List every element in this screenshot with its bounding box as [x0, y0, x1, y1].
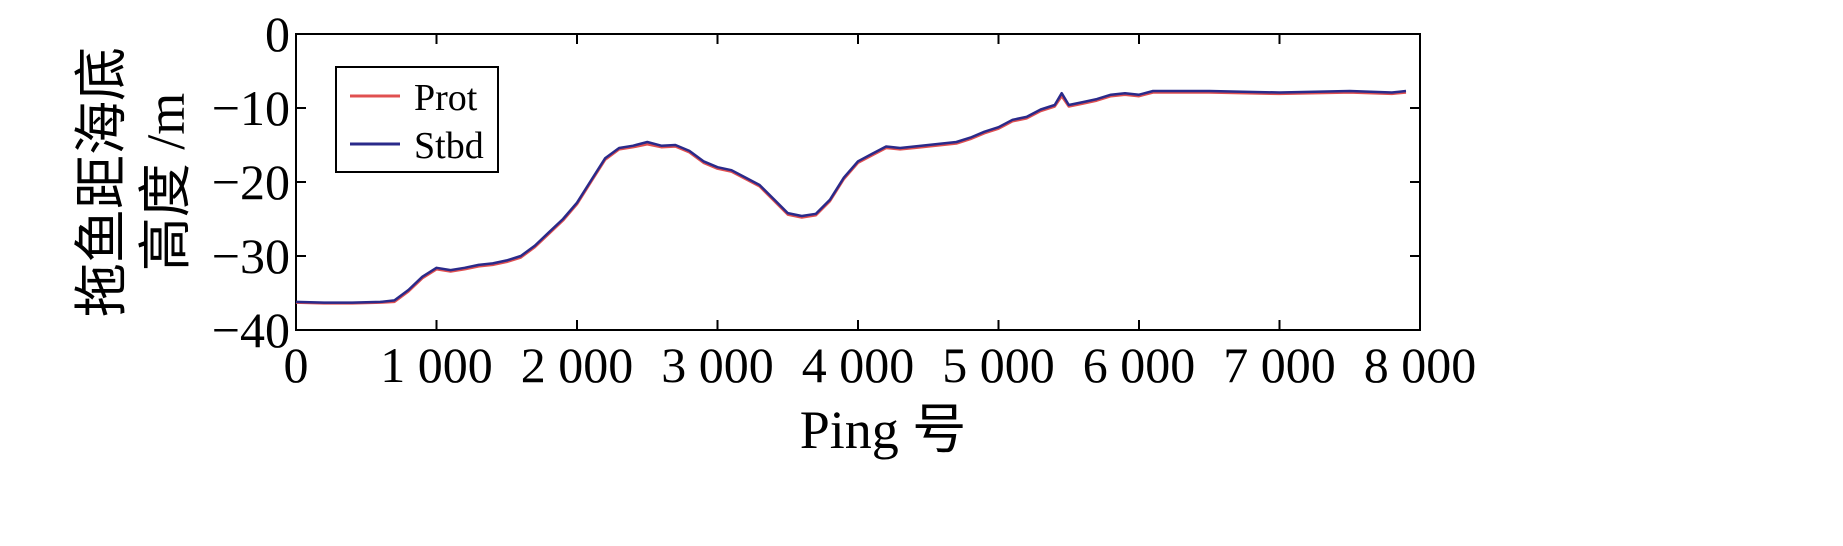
series-layer [295, 89, 1407, 305]
x-tick-label: 2 000 [521, 337, 634, 393]
x-tick-label: 6 000 [1083, 337, 1196, 393]
x-tick-label: 1 000 [380, 337, 493, 393]
x-tick-label: 3 000 [661, 337, 774, 393]
x-tick-label: 0 [284, 337, 309, 393]
y-axis-title-line-2: 高度 /m [136, 93, 196, 272]
series-line-stbd [295, 89, 1407, 304]
x-tick-label: 8 000 [1364, 337, 1477, 393]
y-tick-label: −20 [212, 154, 290, 210]
x-tick-label: 5 000 [942, 337, 1055, 393]
y-tick-label: −10 [212, 80, 290, 136]
x-tick-label: 7 000 [1223, 337, 1336, 393]
x-axis-title: Ping 号 [800, 400, 967, 460]
legend-box [335, 66, 499, 173]
y-axis-title-line-1: 拖鱼距海底 [72, 47, 132, 317]
y-tick-label: −40 [212, 302, 290, 358]
legend: Prot Stbd [335, 66, 499, 173]
axis-ticks: 0 1 000 2 000 3 000 4 000 5 000 6 000 7 000 8 00… [212, 6, 1476, 393]
y-tick-label: −30 [212, 228, 290, 284]
x-tick-label: 4 000 [802, 337, 915, 393]
y-tick-label: 0 [265, 6, 290, 62]
legend-label-prot: Prot [414, 77, 478, 119]
series-line-prot [295, 91, 1407, 305]
legend-label-stbd: Stbd [414, 125, 484, 167]
